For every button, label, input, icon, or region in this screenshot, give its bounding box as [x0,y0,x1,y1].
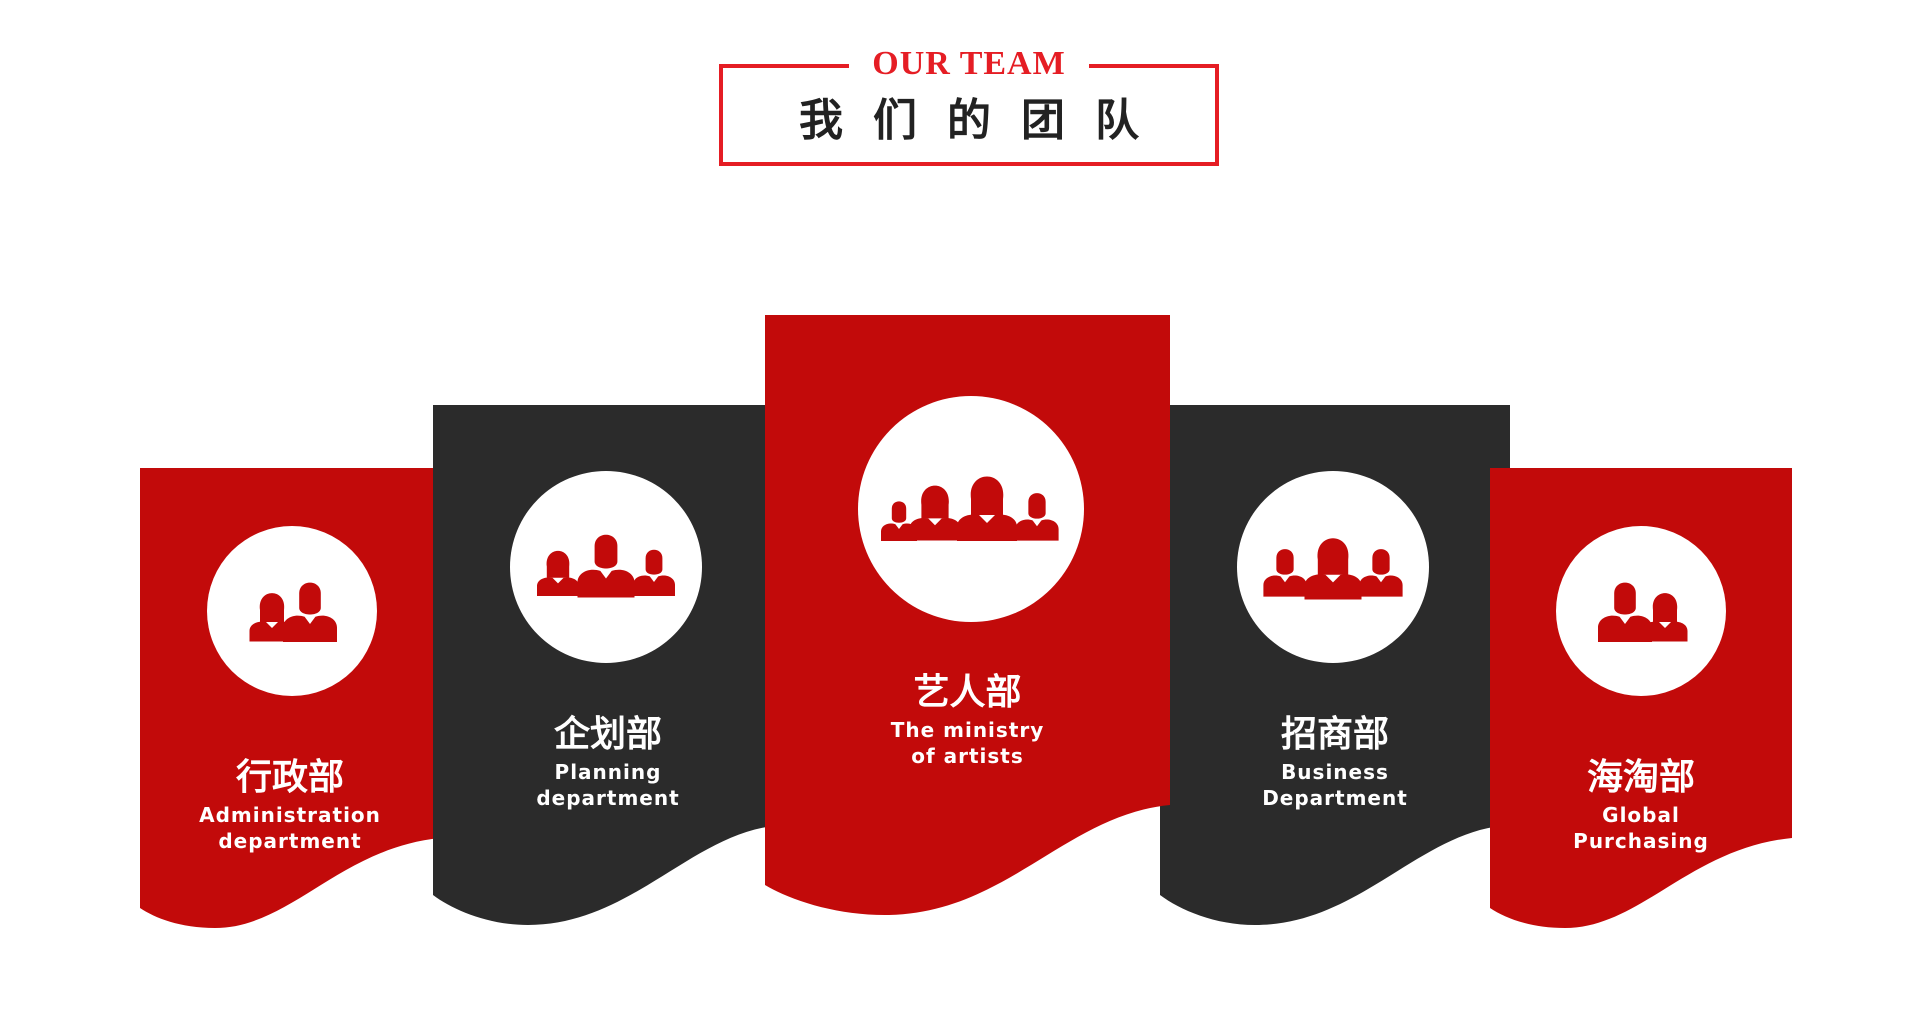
team-icon-circle [1556,526,1726,696]
department-name-en: Administration department [199,803,381,853]
department-name-en: Business Department [1262,760,1408,810]
department-card-planning: 企划部 Planning department [433,405,783,925]
two-people-icon [249,582,337,642]
department-card-administration: 行政部 Administration department [140,468,440,928]
department-name-cn: 企划部 [553,714,662,755]
department-name-en: Global Purchasing [1573,803,1709,853]
header-title-cn: 我们的团队 [799,95,1169,146]
four-people-icon [881,476,1059,541]
header-title-en: OUR TEAM [849,44,1089,84]
department-name-cn: 艺人部 [913,672,1022,713]
department-card-global-purchasing: 海淘部 Global Purchasing [1490,468,1792,928]
department-card-business: 招商部 Business Department [1160,405,1510,925]
two-people-icon [1598,582,1688,642]
department-name-cn: 招商部 [1280,714,1389,755]
team-icon-circle [207,526,377,696]
department-name-cn: 行政部 [235,757,344,798]
department-name-cn: 海淘部 [1586,757,1695,798]
department-name-en: The ministry of artists [890,718,1045,768]
department-card-artists: 艺人部 The ministry of artists [765,315,1170,915]
team-icon-circle [1237,471,1429,663]
three-people-icon [1263,538,1403,600]
department-name-en: Planning department [536,760,680,810]
three-people-icon [537,534,675,598]
team-icon-circle [858,396,1084,622]
team-icon-circle [510,471,702,663]
